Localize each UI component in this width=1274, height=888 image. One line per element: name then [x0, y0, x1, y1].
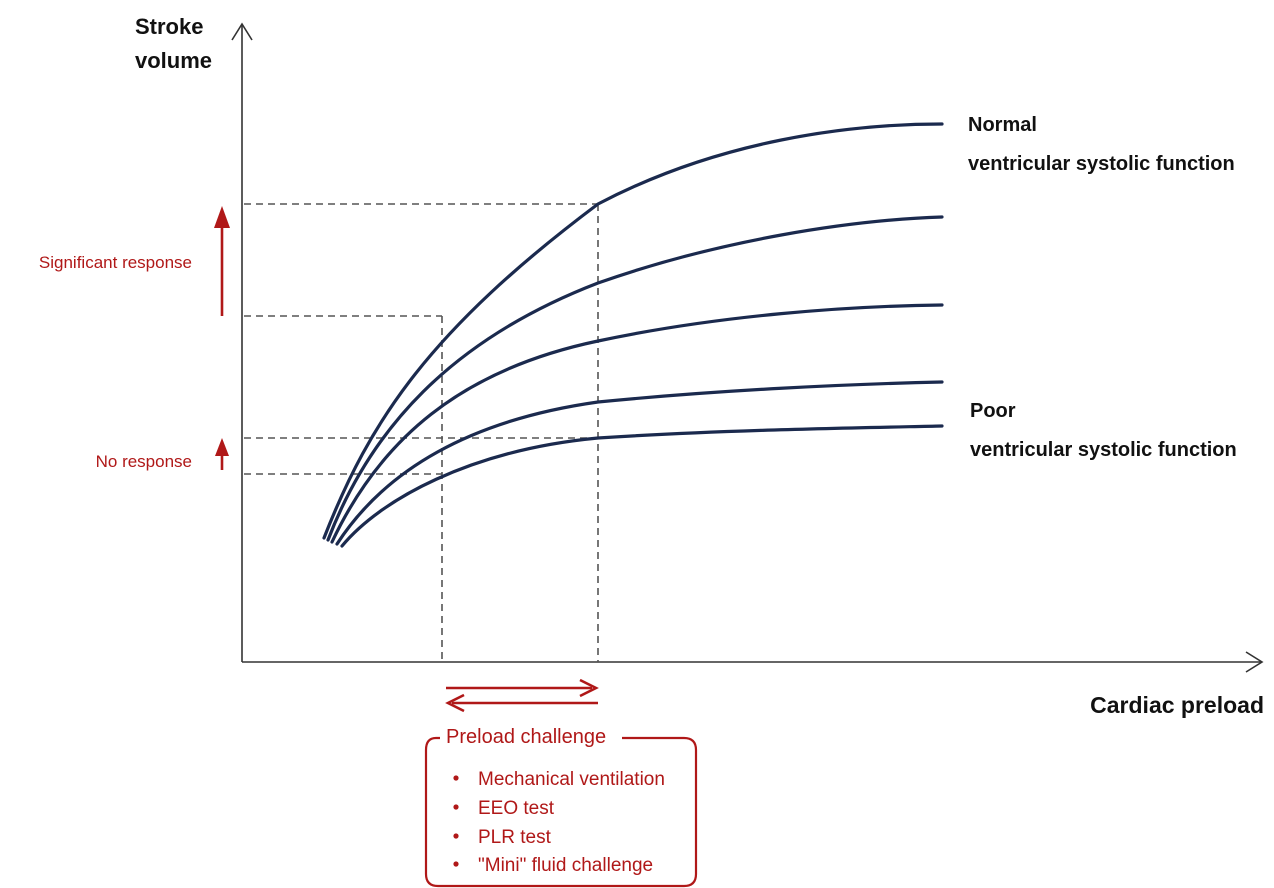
- y-axis-arrowhead: [231, 22, 253, 41]
- list-bullet: [453, 775, 459, 781]
- preload-challenge-box: [424, 736, 698, 888]
- y-axis-label-line-2: volume: [135, 48, 212, 73]
- list-bullet: [453, 833, 459, 839]
- curve-poor-function: [340, 424, 944, 548]
- curve-function-3: [330, 303, 944, 544]
- list-item-plr-test: PLR test: [478, 827, 552, 848]
- poor-label-line-1: Poor: [970, 400, 1016, 422]
- list-item-eeo-test: EEO test: [478, 798, 555, 819]
- preload-challenge-title: Preload challenge: [446, 726, 606, 748]
- x-axis-arrowhead: [1245, 651, 1264, 673]
- normal-label-line-2: ventricular systolic function: [968, 153, 1235, 175]
- curve-function-2: [326, 215, 944, 542]
- significant-response-label: Significant response: [39, 253, 192, 272]
- curve-function-4: [335, 380, 944, 546]
- curve-normal-function: [322, 122, 944, 540]
- preload-challenge-list: Mechanical ventilation EEO test PLR test…: [453, 769, 665, 876]
- no-response-label: No response: [96, 452, 192, 471]
- preload-challenge-double-arrow: [445, 678, 599, 713]
- no-response-arrow: [215, 438, 229, 470]
- significant-response-arrow: [214, 206, 230, 316]
- normal-label-line-1: Normal: [968, 114, 1037, 136]
- list-bullet: [453, 861, 459, 867]
- list-bullet: [453, 804, 459, 810]
- poor-label-line-2: ventricular systolic function: [970, 439, 1237, 461]
- list-item-mini-fluid-challenge: "Mini" fluid challenge: [478, 855, 653, 876]
- list-item-mechanical-ventilation: Mechanical ventilation: [478, 769, 665, 790]
- y-axis-label-line-1: Stroke: [135, 14, 203, 39]
- x-axis-label: Cardiac preload: [1090, 692, 1264, 718]
